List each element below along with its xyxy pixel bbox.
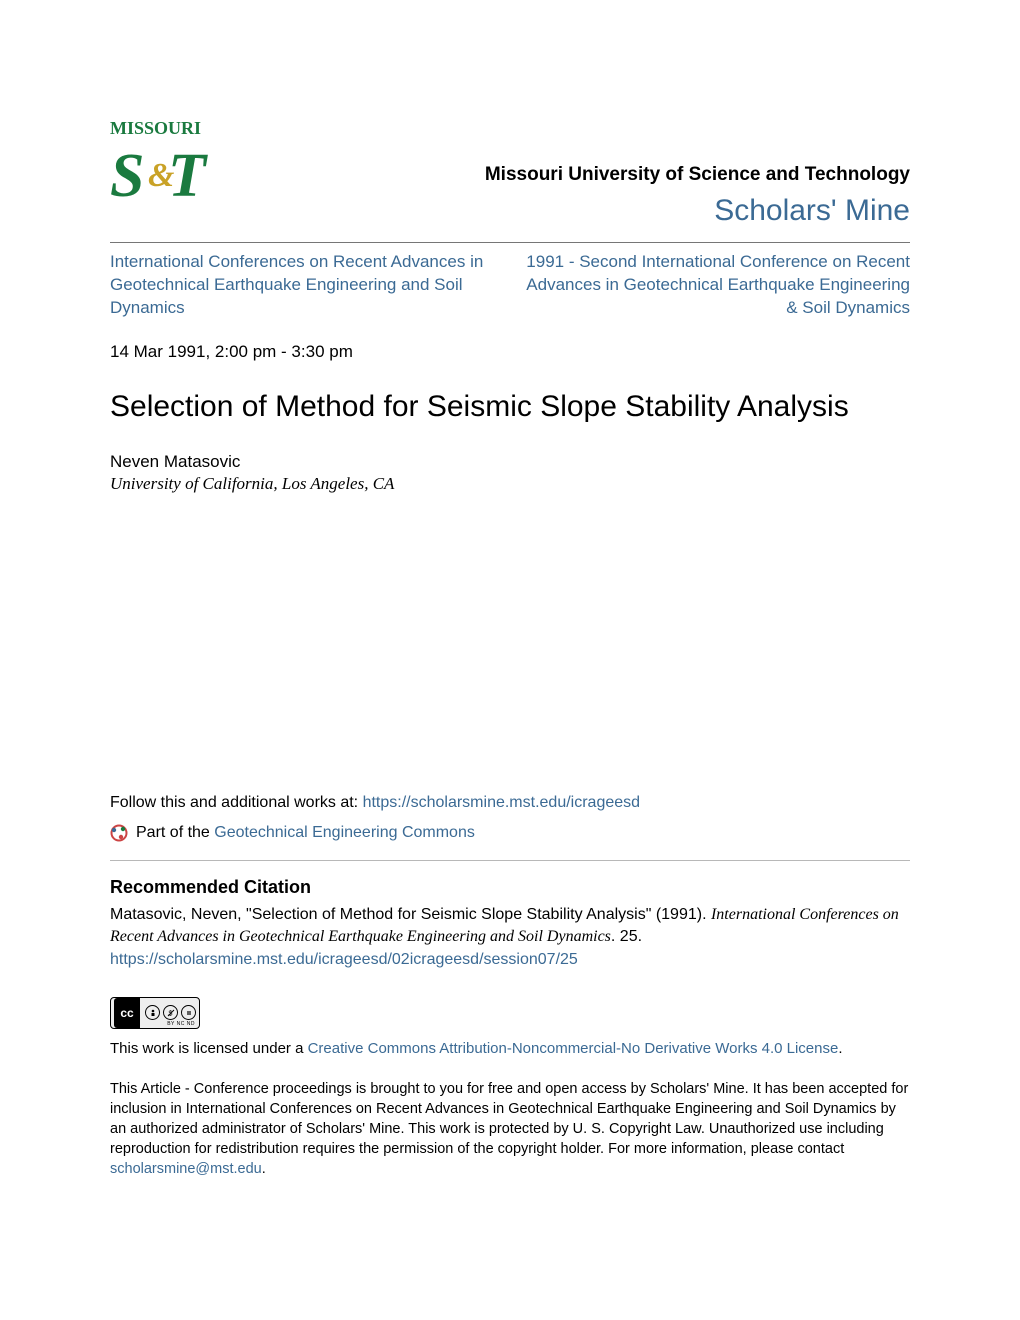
- license-block: cc $ BY NC ND This work is licensed unde…: [110, 997, 910, 1057]
- follow-prefix: Follow this and additional works at:: [110, 794, 363, 811]
- breadcrumb-collection-link[interactable]: International Conferences on Recent Adva…: [110, 252, 483, 317]
- logo-line1: MISSOURI: [110, 118, 201, 138]
- page-header: MISSOURI S & T Missouri University of Sc…: [110, 118, 910, 228]
- footer-email-link[interactable]: scholarsmine@mst.edu: [110, 1161, 262, 1177]
- network-icon: [110, 824, 128, 842]
- institution-name: Missouri University of Science and Techn…: [110, 164, 910, 186]
- license-prefix: This work is licensed under a: [110, 1040, 308, 1057]
- citation-heading: Recommended Citation: [110, 877, 910, 898]
- footer-text: This Article - Conference proceedings is…: [110, 1079, 910, 1179]
- citation-after: . 25.: [611, 928, 642, 945]
- license-link[interactable]: Creative Commons Attribution-Noncommerci…: [308, 1040, 839, 1057]
- partof-prefix: Part of the: [136, 824, 214, 841]
- citation-text: Matasovic, Neven, "Selection of Method f…: [110, 904, 910, 971]
- institution-logo: MISSOURI S & T: [110, 118, 220, 221]
- partof-link[interactable]: Geotechnical Engineering Commons: [214, 824, 475, 841]
- header-divider: [110, 242, 910, 243]
- footer-before: This Article - Conference proceedings is…: [110, 1081, 908, 1157]
- cc-by-icon: [145, 1005, 160, 1020]
- license-line: This work is licensed under a Creative C…: [110, 1040, 910, 1057]
- cc-badge-label: BY NC ND: [167, 1021, 195, 1027]
- cc-logo: cc: [114, 998, 140, 1028]
- follow-url-link[interactable]: https://scholarsmine.mst.edu/icrageesd: [363, 794, 640, 811]
- author-name: Neven Matasovic: [110, 452, 910, 472]
- paper-title: Selection of Method for Seismic Slope St…: [110, 390, 910, 424]
- citation-url-link[interactable]: https://scholarsmine.mst.edu/icrageesd/0…: [110, 951, 578, 968]
- footer-after: .: [262, 1161, 266, 1177]
- cc-badge[interactable]: cc $ BY NC ND: [110, 997, 200, 1029]
- logo-t: T: [168, 142, 208, 210]
- citation-before: Matasovic, Neven, "Selection of Method f…: [110, 906, 711, 923]
- logo-s1: S: [110, 142, 144, 210]
- session-datetime: 14 Mar 1991, 2:00 pm - 3:30 pm: [110, 342, 910, 362]
- site-name-link[interactable]: Scholars' Mine: [110, 194, 910, 228]
- cc-nc-icon: $: [163, 1005, 178, 1020]
- spacer: [110, 494, 910, 794]
- breadcrumb-event-link[interactable]: 1991 - Second International Conference o…: [526, 252, 910, 317]
- follow-line: Follow this and additional works at: htt…: [110, 794, 910, 812]
- partof-line: Part of the Geotechnical Engineering Com…: [110, 824, 910, 842]
- license-suffix: .: [838, 1040, 842, 1057]
- author-affiliation: University of California, Los Angeles, C…: [110, 474, 910, 494]
- breadcrumbs: International Conferences on Recent Adva…: [110, 251, 910, 320]
- cc-nd-icon: [181, 1005, 196, 1020]
- section-divider: [110, 860, 910, 861]
